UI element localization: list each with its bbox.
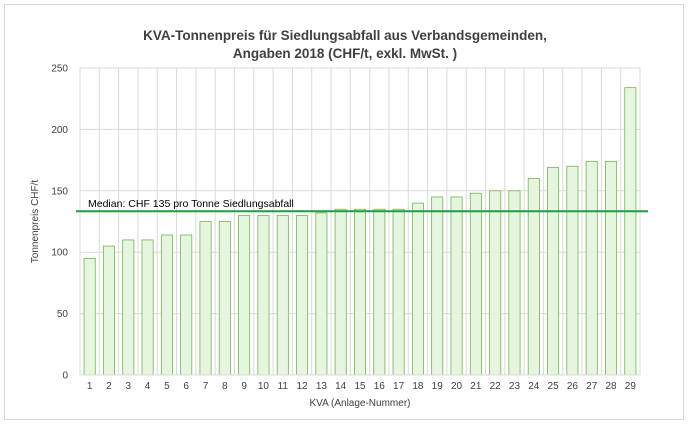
bar-27 bbox=[585, 160, 598, 376]
y-tick-label: 200 bbox=[51, 125, 68, 136]
x-tick-label: 13 bbox=[316, 381, 328, 392]
x-tick-label: 24 bbox=[528, 381, 540, 392]
bar-16 bbox=[373, 208, 386, 376]
bar-25 bbox=[547, 167, 560, 376]
bar-17 bbox=[392, 208, 405, 376]
x-tick-label: 29 bbox=[625, 381, 637, 392]
x-tick-label: 11 bbox=[278, 381, 289, 392]
bar-20 bbox=[450, 196, 463, 376]
bar-19 bbox=[431, 196, 444, 376]
x-tick-label: 1 bbox=[87, 381, 93, 392]
x-tick-label: 2 bbox=[106, 381, 112, 392]
bar-5 bbox=[160, 234, 173, 376]
median-label: Median: CHF 135 pro Tonne Siedlungsabfal… bbox=[88, 198, 294, 210]
x-tick-label: 10 bbox=[258, 381, 270, 392]
x-tick-label: 27 bbox=[586, 381, 598, 392]
x-tick-label: 18 bbox=[412, 381, 424, 392]
x-tick-label: 17 bbox=[393, 381, 405, 392]
x-tick-label: 3 bbox=[125, 381, 131, 392]
x-tick-label: 16 bbox=[374, 381, 386, 392]
grid-lines bbox=[79, 67, 641, 375]
bar-22 bbox=[489, 190, 502, 376]
chart-subtitle: Angaben 2018 (CHF/t, exkl. MwSt. ) bbox=[232, 46, 458, 61]
x-tick-label: 28 bbox=[605, 381, 617, 392]
bar-6 bbox=[180, 234, 193, 376]
bar-18 bbox=[411, 202, 424, 376]
bars bbox=[83, 87, 637, 376]
bar-2 bbox=[102, 245, 115, 376]
bar-26 bbox=[566, 165, 579, 376]
x-tick-label: 20 bbox=[451, 381, 463, 392]
x-tick-label: 12 bbox=[297, 381, 309, 392]
bar-24 bbox=[527, 178, 540, 376]
y-tick-label: 150 bbox=[51, 186, 68, 197]
x-tick-label: 15 bbox=[354, 381, 366, 392]
y-tick-label: 250 bbox=[51, 64, 68, 75]
x-tick-label: 26 bbox=[567, 381, 579, 392]
x-axis-ticks: 1 2 3 4 5 6 7 8 9 10 11 12 13 14 15 16 17 18 19 20 21 22 23 24 2… bbox=[87, 381, 636, 392]
x-tick-label: 7 bbox=[203, 381, 209, 392]
bar-28 bbox=[605, 160, 618, 376]
x-tick-label: 4 bbox=[145, 381, 151, 392]
bar-12 bbox=[296, 214, 309, 376]
bar-23 bbox=[508, 190, 521, 376]
bar-4 bbox=[141, 239, 154, 376]
bar-3 bbox=[122, 239, 135, 376]
bar-8 bbox=[218, 221, 231, 376]
bar-10 bbox=[257, 214, 270, 376]
y-tick-label: 50 bbox=[57, 309, 69, 320]
bar-11 bbox=[276, 214, 289, 376]
y-axis-ticks: 0 50 100 150 200 250 bbox=[51, 64, 68, 382]
bar-9 bbox=[238, 214, 251, 376]
x-tick-label: 23 bbox=[509, 381, 521, 392]
y-axis-label: Tonnenpreis CHF/t bbox=[30, 180, 41, 264]
y-tick-label: 100 bbox=[51, 248, 68, 259]
bar-1 bbox=[83, 257, 96, 376]
bar-7 bbox=[199, 221, 212, 376]
bar-29 bbox=[624, 87, 637, 376]
x-tick-label: 22 bbox=[490, 381, 502, 392]
chart-title: KVA-Tonnenpreis für Siedlungsabfall aus … bbox=[143, 28, 547, 43]
x-tick-label: 9 bbox=[241, 381, 247, 392]
x-tick-label: 21 bbox=[470, 381, 482, 392]
bar-14 bbox=[334, 208, 347, 376]
x-tick-label: 5 bbox=[164, 381, 170, 392]
x-axis-label: KVA (Anlage-Nummer) bbox=[310, 398, 411, 409]
x-tick-label: 8 bbox=[222, 381, 228, 392]
bar-21 bbox=[469, 192, 482, 376]
x-tick-label: 14 bbox=[335, 381, 347, 392]
bar-15 bbox=[353, 208, 366, 376]
x-tick-label: 19 bbox=[432, 381, 444, 392]
bar-13 bbox=[315, 212, 328, 376]
y-tick-label: 0 bbox=[62, 371, 68, 382]
x-tick-label: 6 bbox=[183, 381, 189, 392]
x-tick-label: 25 bbox=[548, 381, 560, 392]
